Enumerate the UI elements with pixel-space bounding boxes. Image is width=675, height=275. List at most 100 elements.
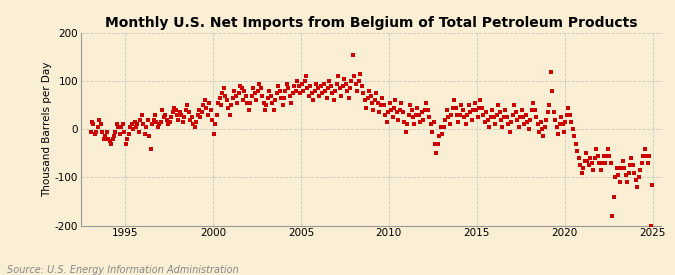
Point <box>392 110 402 115</box>
Point <box>435 125 446 129</box>
Point <box>637 161 647 165</box>
Point <box>409 122 420 127</box>
Point <box>544 103 555 107</box>
Point <box>280 89 291 93</box>
Point <box>185 117 196 122</box>
Point <box>398 110 408 115</box>
Point <box>424 115 435 119</box>
Point <box>269 108 279 112</box>
Point <box>587 161 597 165</box>
Point <box>251 98 262 103</box>
Point <box>164 120 175 124</box>
Point <box>465 110 476 115</box>
Point <box>155 120 166 124</box>
Point <box>233 91 244 95</box>
Point <box>431 151 442 156</box>
Point <box>588 168 599 172</box>
Point <box>475 98 486 103</box>
Point <box>412 105 423 110</box>
Point <box>563 105 574 110</box>
Point <box>564 113 575 117</box>
Point <box>339 76 350 81</box>
Point <box>138 122 148 127</box>
Point <box>135 117 146 122</box>
Point <box>314 94 325 98</box>
Point <box>179 115 190 119</box>
Point <box>628 163 639 167</box>
Point <box>449 98 460 103</box>
Point <box>239 89 250 93</box>
Point <box>283 86 294 90</box>
Point <box>394 108 405 112</box>
Point <box>499 115 510 119</box>
Point <box>371 91 382 95</box>
Point <box>568 127 578 131</box>
Point <box>263 96 273 100</box>
Point <box>122 137 132 141</box>
Point <box>286 101 297 105</box>
Point <box>355 72 366 76</box>
Point <box>330 89 341 93</box>
Point <box>220 94 231 98</box>
Point <box>318 81 329 86</box>
Point <box>548 110 559 115</box>
Point <box>292 79 302 83</box>
Point <box>299 79 310 83</box>
Point <box>117 122 128 127</box>
Point <box>320 89 331 93</box>
Point <box>481 110 491 115</box>
Point <box>559 130 570 134</box>
Point <box>88 122 99 127</box>
Point <box>477 105 487 110</box>
Point <box>633 175 644 180</box>
Point <box>211 113 222 117</box>
Point <box>396 101 407 105</box>
Point <box>539 125 550 129</box>
Point <box>470 108 481 112</box>
Point <box>414 113 425 117</box>
Point <box>125 125 136 129</box>
Point <box>491 113 502 117</box>
Point <box>129 120 140 124</box>
Point <box>196 110 207 115</box>
Point <box>418 117 429 122</box>
Point <box>479 120 490 124</box>
Point <box>271 91 282 95</box>
Point <box>195 115 206 119</box>
Point <box>459 115 470 119</box>
Point <box>458 108 468 112</box>
Point <box>176 113 187 117</box>
Point <box>535 120 546 124</box>
Point <box>304 94 315 98</box>
Point <box>115 132 126 136</box>
Point <box>513 125 524 129</box>
Point <box>485 115 496 119</box>
Point <box>569 134 580 139</box>
Point <box>415 120 426 124</box>
Point <box>406 108 417 112</box>
Point <box>311 81 322 86</box>
Point <box>421 101 431 105</box>
Point <box>495 117 506 122</box>
Point <box>553 132 564 136</box>
Point <box>335 94 346 98</box>
Point <box>383 110 394 115</box>
Point <box>219 86 230 90</box>
Y-axis label: Thousand Barrels per Day: Thousand Barrels per Day <box>42 62 52 197</box>
Point <box>150 113 161 117</box>
Point <box>463 103 474 107</box>
Point <box>437 132 448 136</box>
Point <box>343 96 354 100</box>
Point <box>381 120 392 124</box>
Point <box>425 122 436 127</box>
Point <box>161 117 172 122</box>
Point <box>385 108 396 112</box>
Point <box>144 134 155 139</box>
Point <box>583 163 594 167</box>
Point <box>556 115 566 119</box>
Point <box>405 103 416 107</box>
Point <box>284 94 295 98</box>
Point <box>274 89 285 93</box>
Point <box>490 122 501 127</box>
Point <box>308 98 319 103</box>
